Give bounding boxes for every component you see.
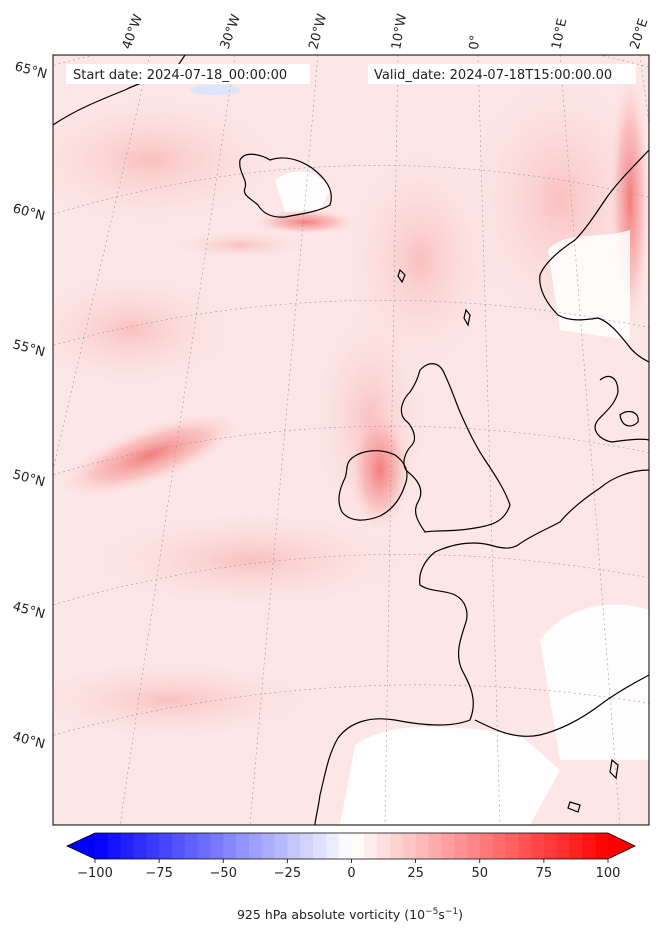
colorbar-band <box>171 833 186 859</box>
lon-label: 20°E <box>628 17 652 51</box>
colorbar-band <box>261 833 275 859</box>
colorbar-band <box>325 833 339 859</box>
colorbar-band <box>313 833 327 859</box>
colorbar-band <box>454 833 468 859</box>
colorbar-tick-label: −25 <box>274 866 301 881</box>
colorbar-band <box>210 833 224 859</box>
colorbar-tick-label: −50 <box>210 866 237 881</box>
lat-label: 60°N <box>11 201 47 224</box>
lat-label: 65°N <box>13 59 49 82</box>
colorbar-tick-label: −75 <box>145 866 172 881</box>
lat-label: 50°N <box>11 467 47 490</box>
colorbar-band <box>441 833 455 859</box>
colorbar-band <box>223 833 237 859</box>
great-britain-coast <box>400 363 511 533</box>
colorbar-band <box>479 833 493 859</box>
graticule <box>53 55 649 825</box>
colorbar-tick-label: 25 <box>407 866 424 881</box>
lat-label: 55°N <box>11 337 47 360</box>
latitude-labels: 65°N 60°N 55°N 50°N 45°N 40°N <box>11 59 49 752</box>
colorbar-band <box>351 833 365 859</box>
colorbar-band <box>107 833 121 859</box>
colorbar-band <box>236 833 250 859</box>
colorbar-band <box>133 833 147 859</box>
lon-label: 20°W <box>306 12 330 51</box>
colorbar-min-extend <box>67 833 95 859</box>
valid-date-label: Valid_date: 2024-07-18T15:00:00.00 <box>374 68 612 83</box>
colorbar-label: 925 hPa absolute vorticity (10−5s−1) <box>237 907 463 922</box>
lon-label: 30°W <box>218 12 244 51</box>
lon-label: 0° <box>467 34 483 50</box>
map-frame <box>52 54 650 826</box>
colorbar-band <box>556 833 570 859</box>
colorbar-band <box>377 833 391 859</box>
lon-label: 40°W <box>120 12 146 51</box>
colorbar-band <box>338 833 352 859</box>
colorbar-band <box>505 833 519 859</box>
colorbar-band <box>274 833 288 859</box>
colorbar-tick-label: 0 <box>347 866 355 881</box>
colorbar-band <box>415 833 429 859</box>
longitude-labels: 40°W 30°W 20°W 10°W 0° 10°E 20°E <box>120 12 652 51</box>
lon-label: 10°W <box>389 13 410 51</box>
lat-label: 45°N <box>11 599 47 622</box>
colorbar-band <box>569 833 583 859</box>
colorbar-band <box>402 833 416 859</box>
start-date-label: Start date: 2024-07-18_00:00:00 <box>73 68 287 83</box>
iceland-coast <box>239 153 332 218</box>
colorbar-band <box>389 833 404 859</box>
colorbar-band <box>120 833 134 859</box>
coastlines <box>53 55 649 825</box>
colorbar-band <box>543 833 558 859</box>
europe-coast <box>314 469 649 825</box>
colorbar-tick-label: 100 <box>596 866 621 881</box>
scandinavia-coast <box>539 149 649 363</box>
colorbar-band <box>184 833 198 859</box>
colorbar-bands <box>95 833 609 859</box>
colorbar-band <box>595 833 609 859</box>
colorbar-band <box>492 833 506 859</box>
colorbar-band <box>364 833 378 859</box>
lon-label: 10°E <box>549 17 570 51</box>
colorbar-ticks: −100 −75 −50 −25 0 25 50 75 100 <box>77 859 620 881</box>
colorbar-band <box>300 833 314 859</box>
colorbar: −100 −75 −50 −25 0 25 50 75 100 925 hPa absolute… <box>66 832 636 922</box>
colorbar-band <box>287 833 301 859</box>
vorticity-field <box>53 55 649 825</box>
lat-label: 40°N <box>11 729 47 752</box>
colorbar-tick-label: 75 <box>536 866 553 881</box>
ireland-coast <box>338 450 408 521</box>
colorbar-band <box>518 833 532 859</box>
colorbar-band <box>159 833 173 859</box>
colorbar-band <box>197 833 211 859</box>
colorbar-band <box>582 833 596 859</box>
colorbar-max-extend <box>608 833 635 859</box>
colorbar-band <box>95 833 109 859</box>
colorbar-band <box>248 833 263 859</box>
colorbar-band <box>428 833 442 859</box>
colorbar-tick-label: −100 <box>77 866 113 881</box>
colorbar-band <box>466 833 481 859</box>
colorbar-tick-label: 50 <box>471 866 488 881</box>
colorbar-band <box>146 833 160 859</box>
colorbar-band <box>531 833 545 859</box>
